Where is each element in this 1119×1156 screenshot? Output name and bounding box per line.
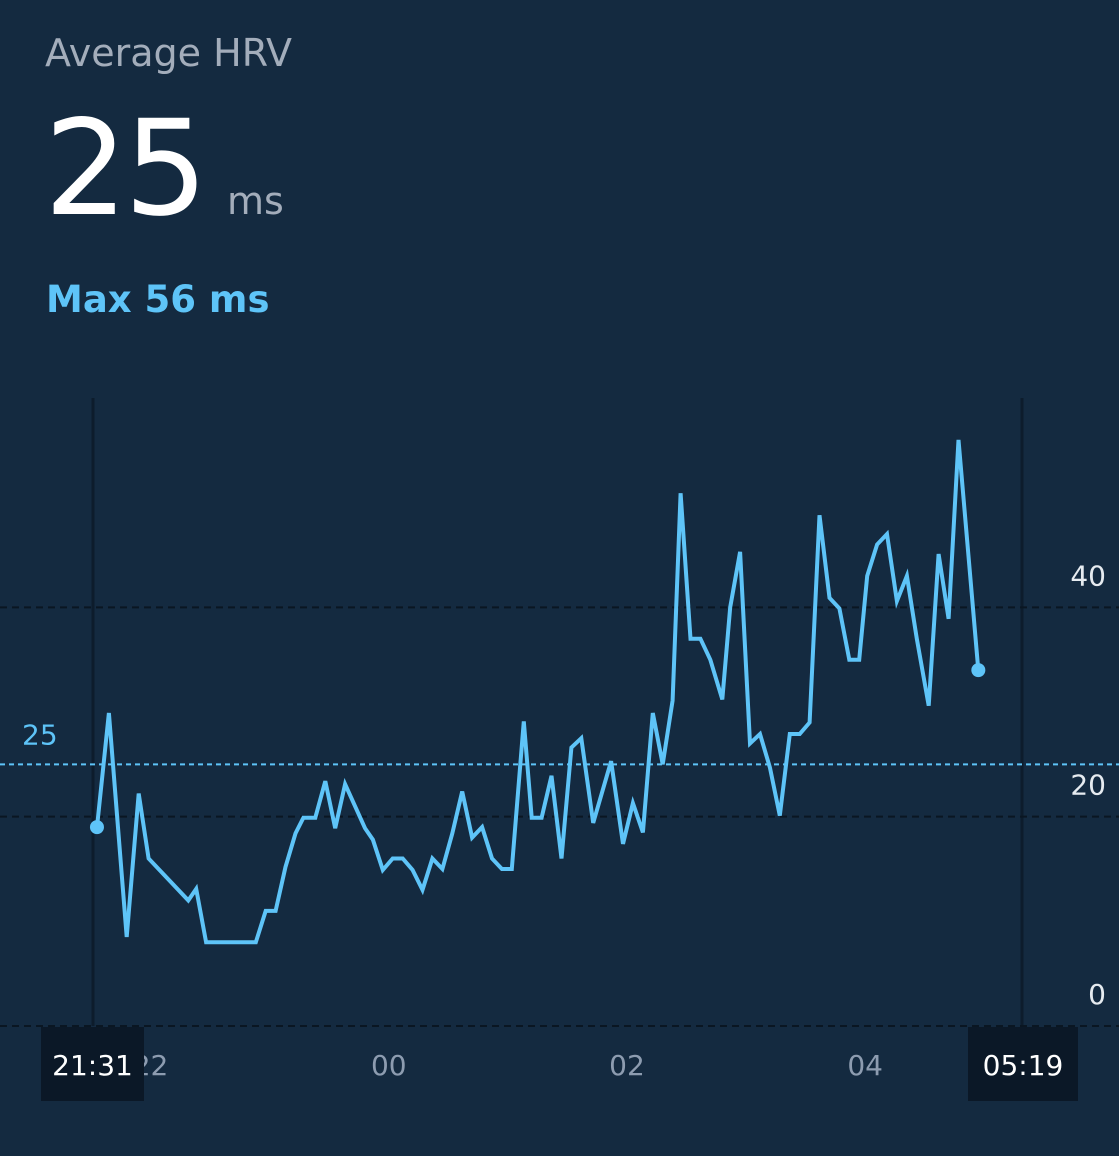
y-tick-label: 20	[1070, 769, 1106, 802]
end-dot	[971, 663, 986, 678]
unit: ms	[227, 179, 284, 223]
x-range-label: 21:31	[52, 1049, 133, 1082]
average-value: 25	[44, 92, 204, 246]
x-range-box	[968, 1027, 1078, 1101]
x-range-label: 05:19	[983, 1049, 1064, 1082]
hrv-line	[95, 439, 981, 945]
title: Average HRV	[45, 31, 292, 75]
x-tick-label: 04	[847, 1049, 883, 1082]
x-tick-label: 02	[609, 1049, 645, 1082]
y-tick-label: 0	[1088, 978, 1106, 1011]
y-tick-label: 40	[1070, 559, 1106, 592]
average-label: 25	[22, 718, 58, 751]
x-range-box	[41, 1027, 144, 1101]
end-dot	[89, 820, 104, 835]
x-tick-label: 00	[371, 1049, 407, 1082]
max-label: Max 56 ms	[46, 278, 269, 321]
